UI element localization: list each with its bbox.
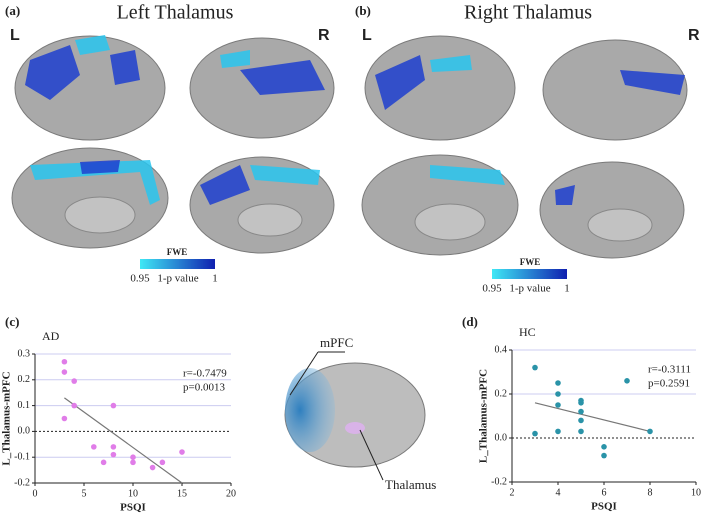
point xyxy=(110,402,117,409)
chart-title: HC xyxy=(519,325,536,339)
point xyxy=(61,415,68,422)
point xyxy=(71,402,77,409)
point xyxy=(532,430,538,437)
y-tick-label: 0.4 xyxy=(495,344,508,355)
region-label: mPFC xyxy=(320,335,353,350)
x-tick-label: 8 xyxy=(648,487,653,498)
panel-title: Left Thalamus xyxy=(117,2,234,24)
point xyxy=(130,454,136,461)
colorbar-max: 1 xyxy=(564,283,570,295)
point xyxy=(110,451,117,458)
point xyxy=(91,444,97,450)
y-tick-label: 0.2 xyxy=(18,374,31,385)
point xyxy=(71,378,77,384)
region-label: Thalamus xyxy=(385,477,436,492)
x-tick-label: 20 xyxy=(226,488,236,499)
y-tick-label: 0.2 xyxy=(495,388,508,399)
point xyxy=(601,444,607,450)
y-tick-label: -0.2 xyxy=(491,476,507,487)
brain-render xyxy=(361,35,688,259)
pointer-line xyxy=(289,351,319,396)
fit-line xyxy=(64,397,183,484)
annotation: r=-0.3111 xyxy=(648,364,691,376)
point xyxy=(555,402,561,408)
colorbar-title: FWE xyxy=(520,257,541,267)
x-tick-label: 15 xyxy=(177,488,187,499)
point xyxy=(149,464,156,471)
point xyxy=(110,444,117,450)
center-brain: mPFC Thalamus xyxy=(284,335,436,492)
pointer-line xyxy=(359,429,384,481)
point xyxy=(578,428,584,435)
point xyxy=(61,369,68,375)
panel-a: (a) Left Thalamus L R FWE 0.95 1-p value… xyxy=(5,2,335,285)
chart-title: AD xyxy=(42,329,60,343)
x-tick-label: 6 xyxy=(602,487,607,498)
point xyxy=(61,358,68,365)
x-tick-label: 10 xyxy=(128,488,138,499)
x-axis-label: PSQI xyxy=(591,501,617,513)
y-axis-label: L_Thalamus-mPFC xyxy=(1,371,13,465)
colorbar-title: FWE xyxy=(167,247,188,257)
point xyxy=(130,459,136,466)
y-tick-label: -0.2 xyxy=(14,477,30,488)
point xyxy=(578,400,584,406)
panel-title: Right Thalamus xyxy=(464,2,592,24)
panel-letter: (c) xyxy=(5,314,19,329)
point xyxy=(578,408,584,415)
panel-letter: (d) xyxy=(462,314,478,329)
annotation: p=0.0013 xyxy=(183,382,225,394)
point xyxy=(555,391,561,397)
colorbar-max: 1 xyxy=(212,273,218,285)
colorbar-label: 1-p value xyxy=(509,283,550,295)
y-axis-label: L_Thalamus-mPFC xyxy=(478,369,490,463)
y-tick-label: 0.0 xyxy=(18,426,31,437)
point xyxy=(532,364,538,371)
colorbar-label: 1-p value xyxy=(157,273,198,285)
colorbar-min: 0.95 xyxy=(130,273,150,285)
colorbar xyxy=(140,259,215,269)
hemisphere-label: R xyxy=(688,27,700,44)
colorbar xyxy=(492,269,567,279)
hemisphere-label: R xyxy=(318,27,330,44)
panel-letter: (a) xyxy=(5,3,20,18)
brain-render xyxy=(11,35,335,254)
panel-letter: (b) xyxy=(355,3,371,18)
x-tick-label: 0 xyxy=(33,488,38,499)
annotation: r=-0.7479 xyxy=(183,368,227,380)
point xyxy=(179,449,185,455)
y-tick-label: 0.3 xyxy=(18,348,31,359)
point xyxy=(647,428,653,435)
point xyxy=(555,380,561,386)
point xyxy=(601,452,607,459)
x-tick-label: 4 xyxy=(556,487,561,498)
x-tick-label: 2 xyxy=(510,487,515,498)
x-axis-label: PSQI xyxy=(120,502,146,514)
point xyxy=(624,378,630,384)
y-tick-label: 0.1 xyxy=(18,400,31,411)
annotation: p=0.2591 xyxy=(648,378,690,390)
point xyxy=(100,459,107,466)
point xyxy=(159,459,166,466)
hemisphere-label: L xyxy=(362,27,372,44)
x-tick-label: 10 xyxy=(691,487,701,498)
x-tick-label: 5 xyxy=(82,488,87,499)
hemisphere-label: L xyxy=(10,27,20,44)
colorbar-min: 0.95 xyxy=(482,283,502,295)
point xyxy=(555,428,561,435)
fit-line xyxy=(534,402,651,432)
panel-b: (b) Right Thalamus L R FWE 0.95 1-p valu… xyxy=(355,2,700,295)
y-tick-label: 0.0 xyxy=(495,432,508,443)
y-tick-label: -0.1 xyxy=(14,451,30,462)
point xyxy=(578,417,584,424)
